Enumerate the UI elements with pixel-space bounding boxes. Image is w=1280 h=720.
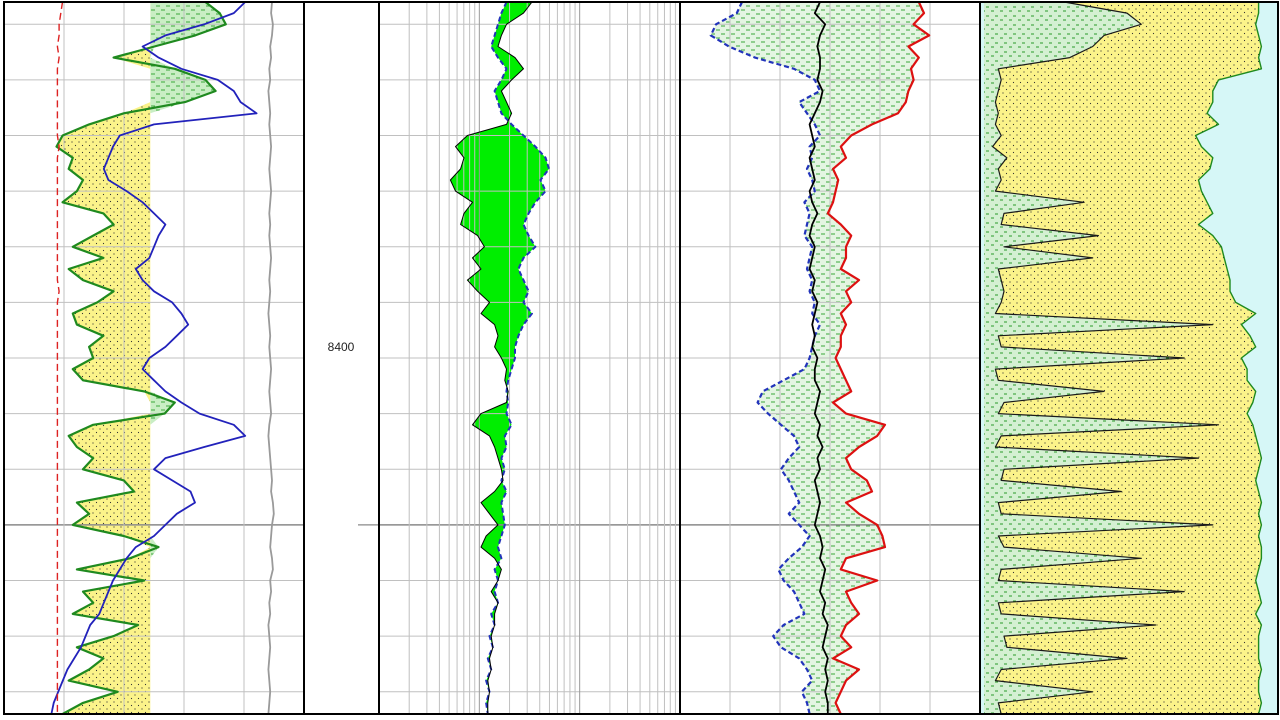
- photoelectric-curve: [808, 1, 829, 714]
- depth-label-8400: 8400: [328, 340, 355, 354]
- medium-resistivity-curve: [449, 1, 533, 714]
- bit-size-curve: [56, 1, 64, 714]
- gamma-ray-curve: [55, 1, 227, 715]
- effective-porosity-curve: [1194, 2, 1263, 715]
- bulk-density-curve: [826, 1, 931, 715]
- shale-volume-fill: [984, 2, 1219, 714]
- caliper-curve: [267, 1, 275, 715]
- shale-shading-fill: [150, 2, 226, 714]
- track-4-frame: [979, 1, 1279, 715]
- deep-resistivity-curve: [50, 1, 258, 715]
- shale-volume-curve: [992, 1, 1220, 715]
- depth-frame: [303, 1, 380, 715]
